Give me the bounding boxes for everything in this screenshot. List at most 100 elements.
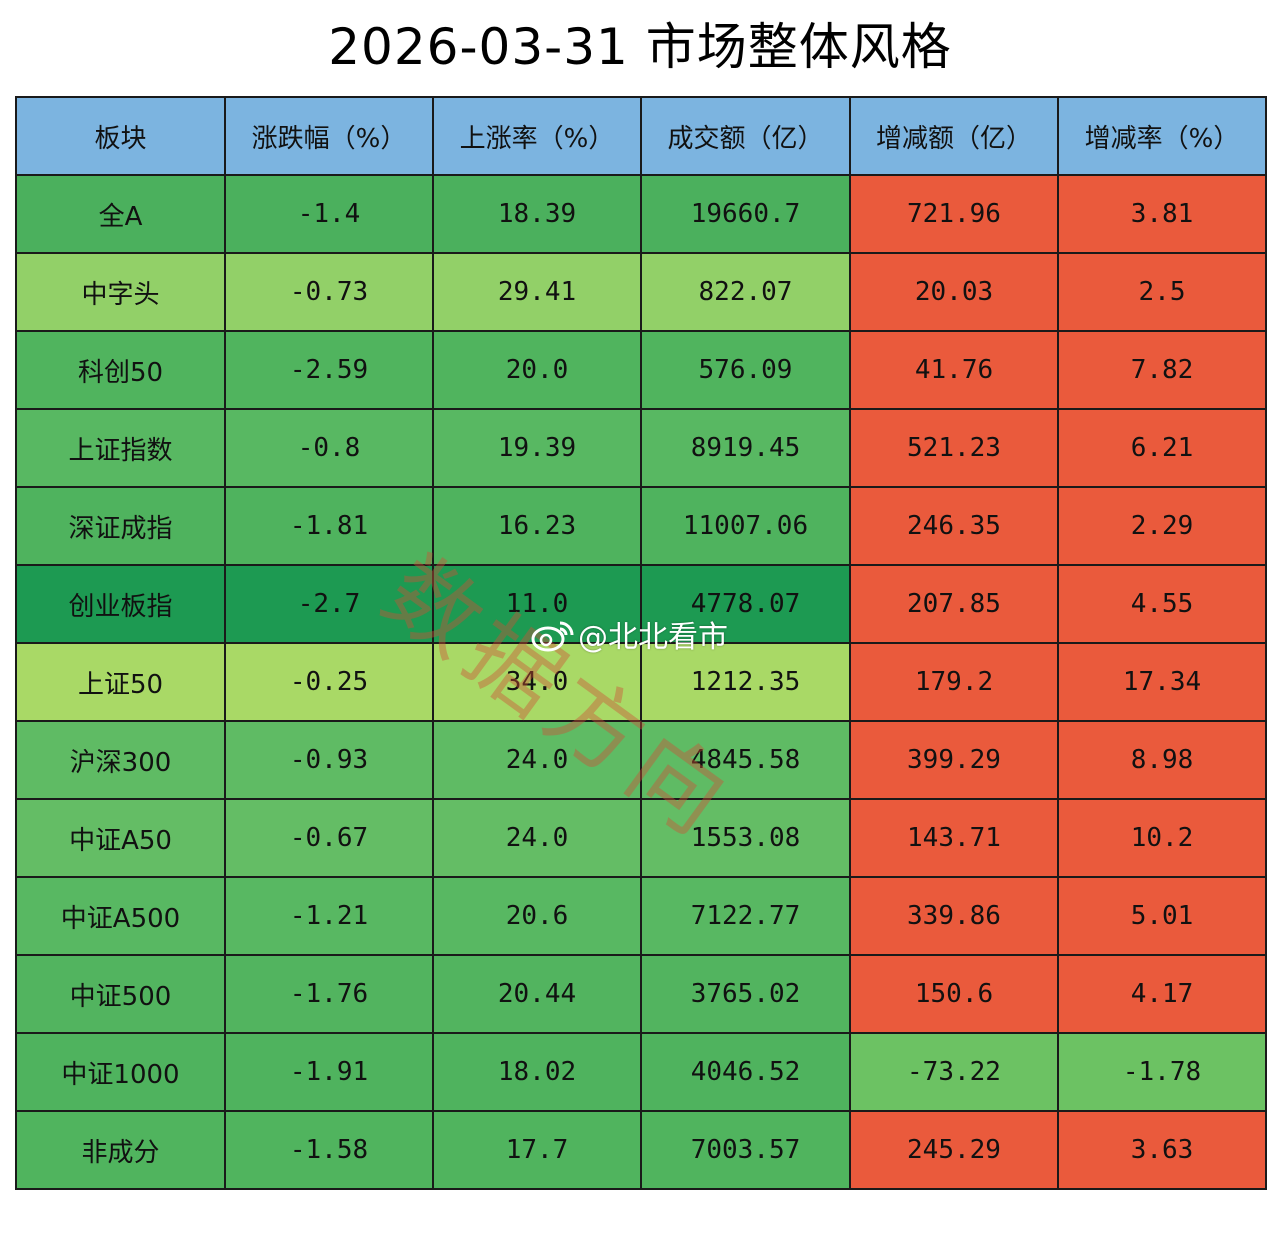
sector-name-cell: 全A xyxy=(15,174,226,254)
value-cell: 4.17 xyxy=(1057,954,1267,1034)
value-cell: 721.96 xyxy=(849,174,1059,254)
value-cell: 24.0 xyxy=(432,720,642,800)
value-cell: -1.4 xyxy=(224,174,434,254)
table-row: 深证成指 -1.81 16.23 11007.06 246.35 2.29 xyxy=(15,486,1267,566)
value-cell: -1.91 xyxy=(224,1032,434,1112)
column-header: 上涨率（%） xyxy=(432,96,642,176)
value-cell: 7.82 xyxy=(1057,330,1267,410)
value-cell: 3.63 xyxy=(1057,1110,1267,1190)
column-header: 板块 xyxy=(15,96,226,176)
header-row: 板块 涨跌幅（%） 上涨率（%） 成交额（亿） 增减额（亿） 增减率（%） xyxy=(15,96,1267,176)
table-row: 中证1000 -1.91 18.02 4046.52 -73.22 -1.78 xyxy=(15,1032,1267,1112)
value-cell: 339.86 xyxy=(849,876,1059,956)
value-cell: 576.09 xyxy=(640,330,851,410)
sector-name-cell: 中证A500 xyxy=(15,876,226,956)
value-cell: 20.03 xyxy=(849,252,1059,332)
page-title: 2026-03-31 市场整体风格 xyxy=(328,18,952,76)
value-cell: -0.73 xyxy=(224,252,434,332)
table-body: 全A -1.4 18.39 19660.7 721.96 3.81 中字头 -0.73 29.4… xyxy=(15,174,1267,1190)
value-cell: 11007.06 xyxy=(640,486,851,566)
value-cell: 17.7 xyxy=(432,1110,642,1190)
value-cell: 150.6 xyxy=(849,954,1059,1034)
value-cell: -1.58 xyxy=(224,1110,434,1190)
value-cell: -1.81 xyxy=(224,486,434,566)
value-cell: 20.44 xyxy=(432,954,642,1034)
sector-name-cell: 创业板指 xyxy=(15,564,226,644)
value-cell: 29.41 xyxy=(432,252,642,332)
table-row: 中证A50 -0.67 24.0 1553.08 143.71 10.2 xyxy=(15,798,1267,878)
sector-name-cell: 深证成指 xyxy=(15,486,226,566)
table-row: 创业板指 -2.7 11.0 4778.07 207.85 4.55 xyxy=(15,564,1267,644)
value-cell: 34.0 xyxy=(432,642,642,722)
column-header: 增减率（%） xyxy=(1057,96,1267,176)
table-row: 科创50 -2.59 20.0 576.09 41.76 7.82 xyxy=(15,330,1267,410)
sector-name-cell: 沪深300 xyxy=(15,720,226,800)
value-cell: -2.7 xyxy=(224,564,434,644)
value-cell: -1.78 xyxy=(1057,1032,1267,1112)
table-row: 沪深300 -0.93 24.0 4845.58 399.29 8.98 xyxy=(15,720,1267,800)
value-cell: 3.81 xyxy=(1057,174,1267,254)
value-cell: 2.29 xyxy=(1057,486,1267,566)
value-cell: 5.01 xyxy=(1057,876,1267,956)
table-row: 中证500 -1.76 20.44 3765.02 150.6 4.17 xyxy=(15,954,1267,1034)
market-style-table: 板块 涨跌幅（%） 上涨率（%） 成交额（亿） 增减额（亿） 增减率（%） 全A… xyxy=(15,96,1267,1190)
value-cell: 16.23 xyxy=(432,486,642,566)
value-cell: 24.0 xyxy=(432,798,642,878)
table-row: 中字头 -0.73 29.41 822.07 20.03 2.5 xyxy=(15,252,1267,332)
value-cell: 4.55 xyxy=(1057,564,1267,644)
value-cell: -0.93 xyxy=(224,720,434,800)
table-row: 上证50 -0.25 34.0 1212.35 179.2 17.34 xyxy=(15,642,1267,722)
table-row: 中证A500 -1.21 20.6 7122.77 339.86 5.01 xyxy=(15,876,1267,956)
value-cell: -0.67 xyxy=(224,798,434,878)
value-cell: 822.07 xyxy=(640,252,851,332)
value-cell: 8.98 xyxy=(1057,720,1267,800)
value-cell: 19.39 xyxy=(432,408,642,488)
value-cell: 17.34 xyxy=(1057,642,1267,722)
table-row: 非成分 -1.58 17.7 7003.57 245.29 3.63 xyxy=(15,1110,1267,1190)
value-cell: 19660.7 xyxy=(640,174,851,254)
value-cell: -1.76 xyxy=(224,954,434,1034)
value-cell: 143.71 xyxy=(849,798,1059,878)
value-cell: 1212.35 xyxy=(640,642,851,722)
value-cell: 18.39 xyxy=(432,174,642,254)
sector-name-cell: 中证500 xyxy=(15,954,226,1034)
value-cell: 3765.02 xyxy=(640,954,851,1034)
value-cell: 4778.07 xyxy=(640,564,851,644)
value-cell: 1553.08 xyxy=(640,798,851,878)
value-cell: 8919.45 xyxy=(640,408,851,488)
sector-name-cell: 中字头 xyxy=(15,252,226,332)
value-cell: 521.23 xyxy=(849,408,1059,488)
sector-name-cell: 中证A50 xyxy=(15,798,226,878)
sector-name-cell: 中证1000 xyxy=(15,1032,226,1112)
value-cell: 4845.58 xyxy=(640,720,851,800)
value-cell: -0.25 xyxy=(224,642,434,722)
value-cell: 41.76 xyxy=(849,330,1059,410)
value-cell: 7003.57 xyxy=(640,1110,851,1190)
sector-name-cell: 上证50 xyxy=(15,642,226,722)
value-cell: 6.21 xyxy=(1057,408,1267,488)
value-cell: 399.29 xyxy=(849,720,1059,800)
value-cell: 207.85 xyxy=(849,564,1059,644)
value-cell: -2.59 xyxy=(224,330,434,410)
value-cell: -73.22 xyxy=(849,1032,1059,1112)
value-cell: 245.29 xyxy=(849,1110,1059,1190)
value-cell: 4046.52 xyxy=(640,1032,851,1112)
value-cell: 18.02 xyxy=(432,1032,642,1112)
sector-name-cell: 科创50 xyxy=(15,330,226,410)
value-cell: 246.35 xyxy=(849,486,1059,566)
value-cell: 7122.77 xyxy=(640,876,851,956)
column-header: 涨跌幅（%） xyxy=(224,96,434,176)
value-cell: 11.0 xyxy=(432,564,642,644)
value-cell: 20.0 xyxy=(432,330,642,410)
value-cell: -0.8 xyxy=(224,408,434,488)
value-cell: 10.2 xyxy=(1057,798,1267,878)
column-header: 成交额（亿） xyxy=(640,96,851,176)
sector-name-cell: 上证指数 xyxy=(15,408,226,488)
value-cell: 20.6 xyxy=(432,876,642,956)
value-cell: 2.5 xyxy=(1057,252,1267,332)
table-row: 全A -1.4 18.39 19660.7 721.96 3.81 xyxy=(15,174,1267,254)
sector-name-cell: 非成分 xyxy=(15,1110,226,1190)
column-header: 增减额（亿） xyxy=(849,96,1059,176)
value-cell: -1.21 xyxy=(224,876,434,956)
value-cell: 179.2 xyxy=(849,642,1059,722)
